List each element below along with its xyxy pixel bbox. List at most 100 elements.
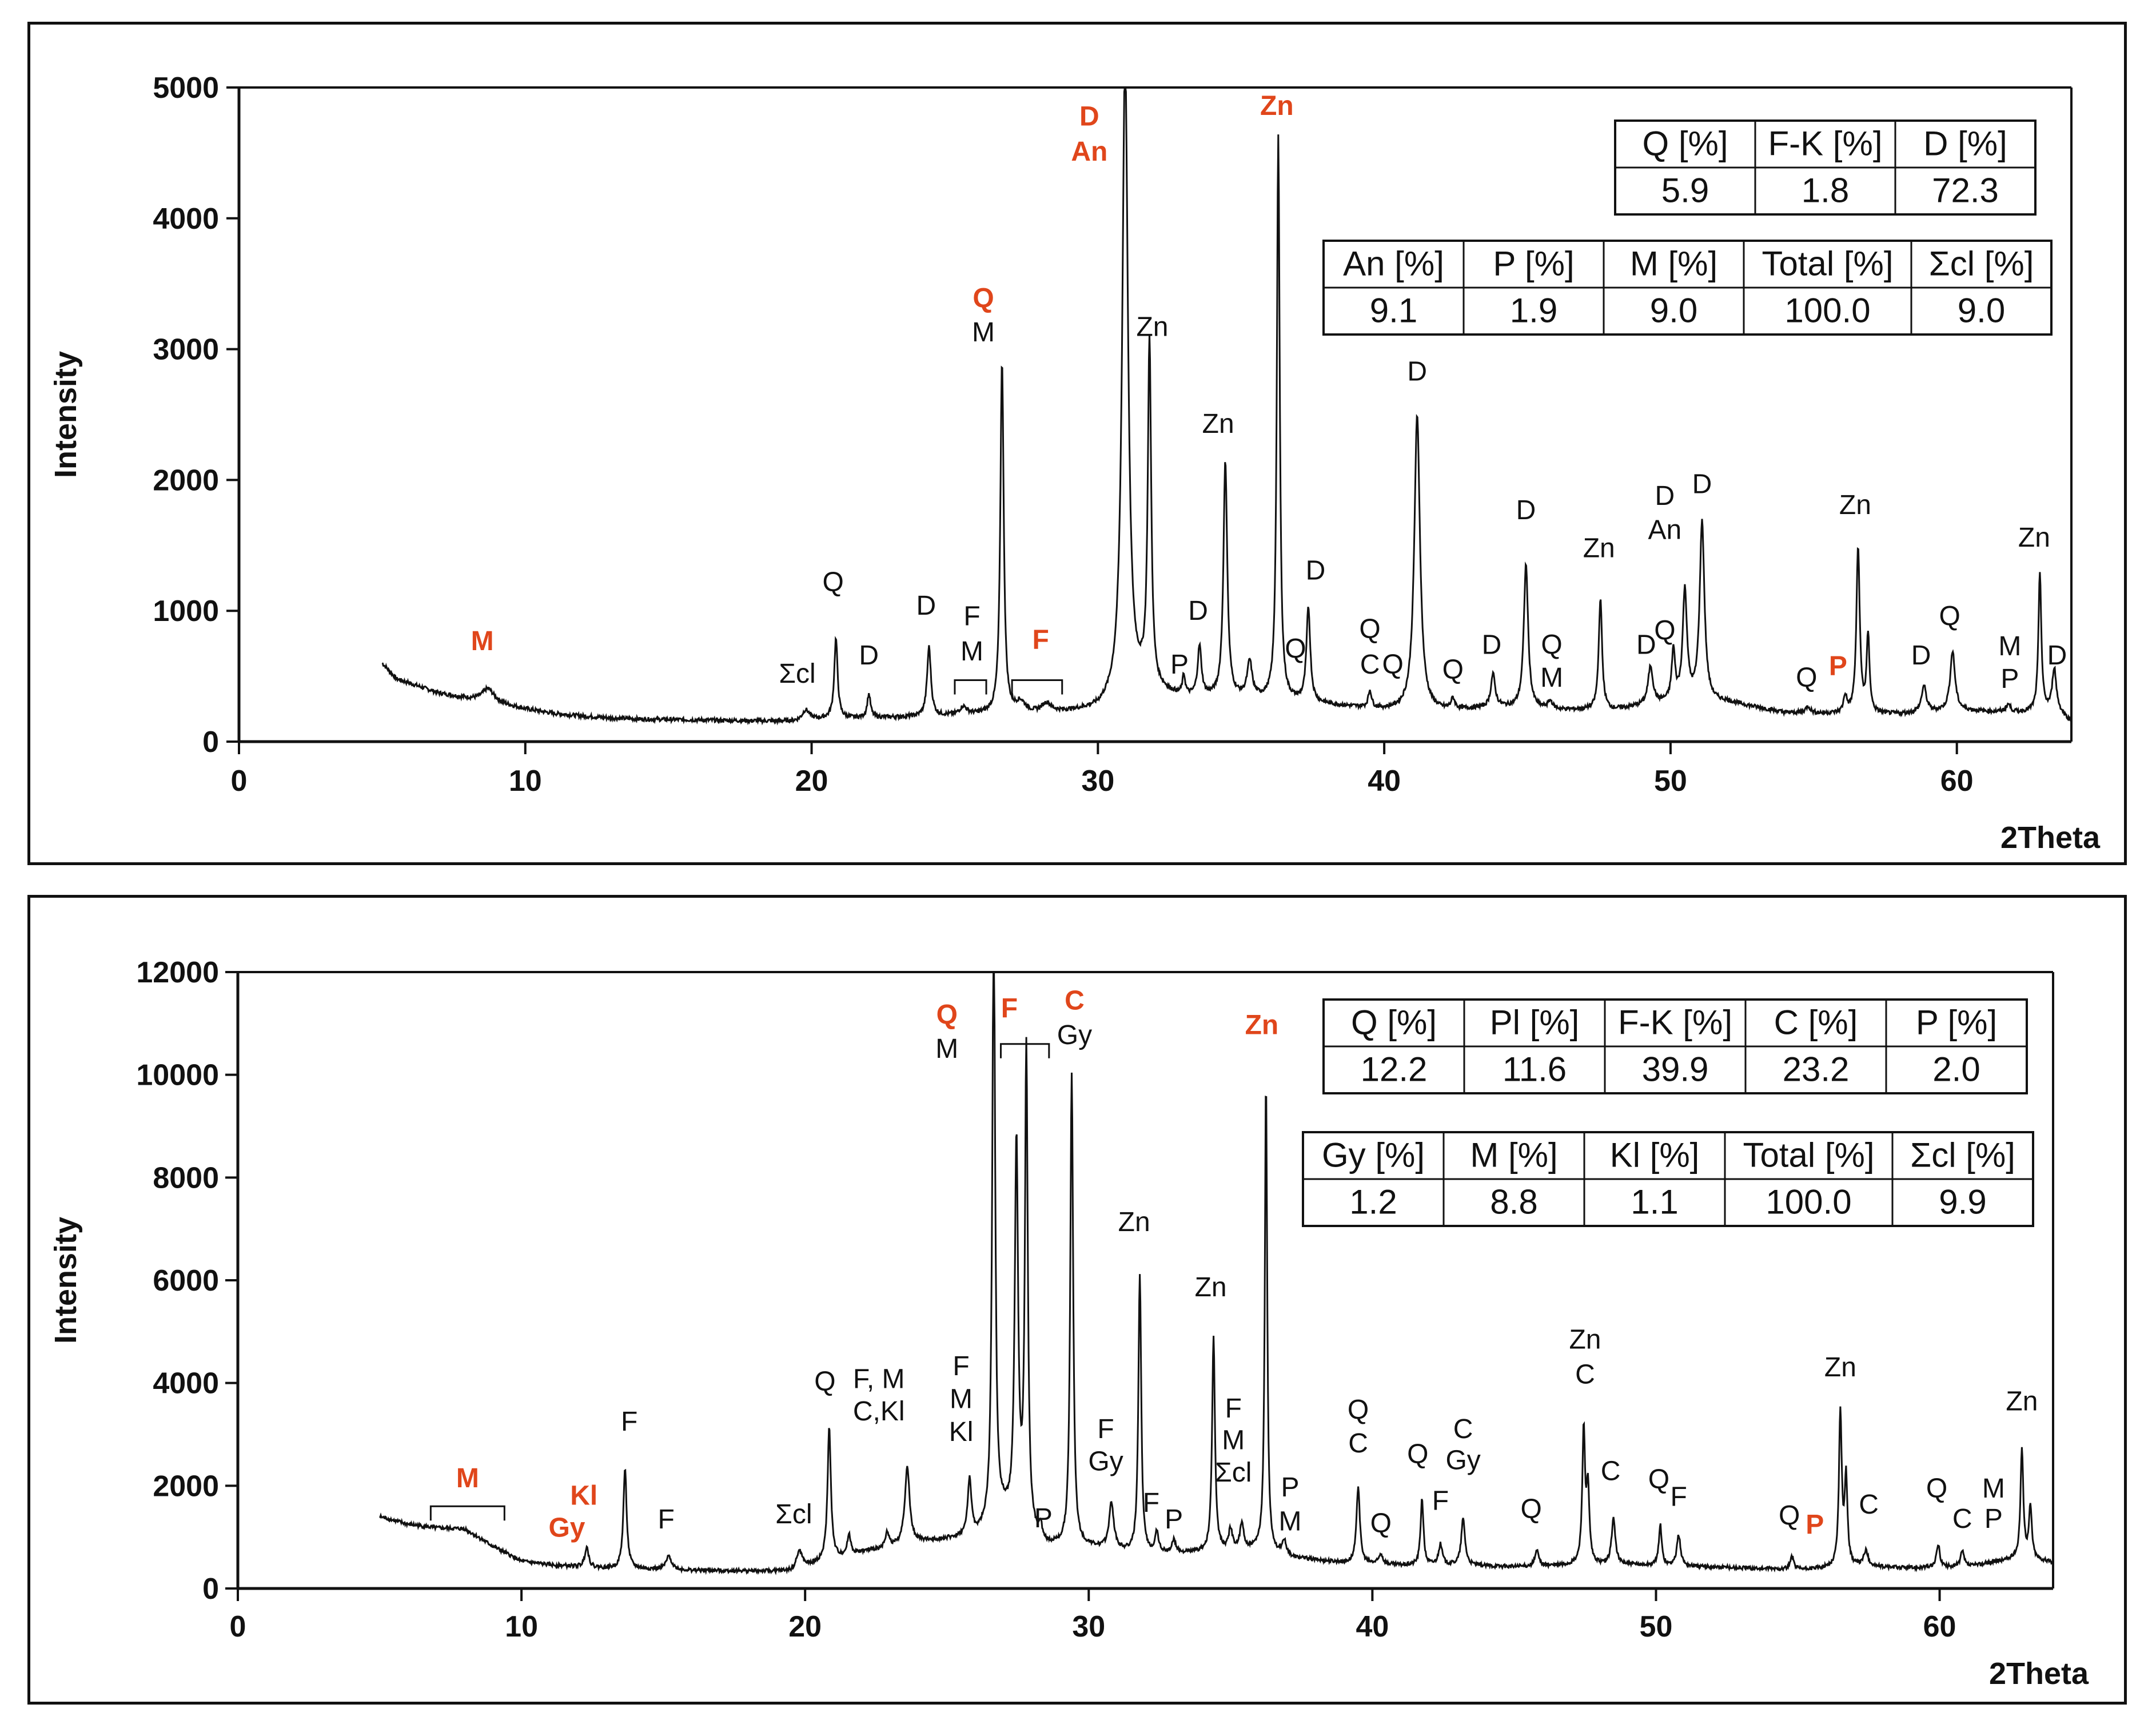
peak-range-bracket bbox=[999, 1043, 1050, 1058]
peak-label: Σcl bbox=[779, 659, 815, 689]
top-panel: 0 10 20 30 40 50 60 0 1000 2000 3000 4000 5000 Intens… bbox=[27, 22, 2127, 865]
peak-label: Kl bbox=[570, 1481, 597, 1511]
peak-label: D bbox=[1911, 640, 1931, 671]
table-header-cell: Gy [%] bbox=[1322, 1136, 1425, 1174]
table-value-cell: 1.1 bbox=[1631, 1183, 1678, 1221]
peak-label: P bbox=[1829, 651, 1847, 681]
peak-label: Q bbox=[1796, 663, 1817, 693]
y-tick-label: 1000 bbox=[153, 595, 219, 628]
table-header-cell: Pl [%] bbox=[1490, 1004, 1580, 1042]
y-axis-label: Intensity bbox=[49, 1217, 83, 1344]
table-header-cell: Q [%] bbox=[1642, 125, 1728, 163]
x-tick-label: 50 bbox=[1640, 1610, 1673, 1643]
table-value-cell: 8.8 bbox=[1490, 1183, 1537, 1221]
x-tick-label: 0 bbox=[230, 1610, 246, 1643]
peak-label: F bbox=[657, 1504, 674, 1535]
y-tick-label: 6000 bbox=[153, 1264, 219, 1297]
table-header-cell: F-K [%] bbox=[1618, 1004, 1732, 1042]
table-header-cell: Q [%] bbox=[1351, 1004, 1437, 1042]
y-tick-label: 3000 bbox=[153, 333, 219, 367]
peak-label: C bbox=[1952, 1504, 1972, 1534]
x-tick-label: 50 bbox=[1654, 765, 1687, 798]
peak-label: P bbox=[1281, 1472, 1300, 1503]
peak-label: D bbox=[859, 640, 879, 671]
table-header-cell: P [%] bbox=[1493, 245, 1574, 283]
peak-label: Zn bbox=[1569, 1324, 1601, 1355]
x-tick-label: 40 bbox=[1368, 765, 1401, 798]
peak-label: P bbox=[2000, 664, 2019, 694]
peak-label: Q bbox=[1382, 650, 1403, 680]
table-header-cell: P [%] bbox=[1916, 1004, 1997, 1042]
x-axis-label: 2Theta bbox=[2000, 821, 2101, 855]
peak-label: P bbox=[1034, 1503, 1053, 1534]
peak-label: Zn bbox=[2006, 1386, 2038, 1416]
peak-label: Zn bbox=[1839, 490, 1871, 520]
peak-label: M bbox=[935, 1034, 958, 1064]
peak-label: C bbox=[1601, 1456, 1621, 1486]
table-value-cell: 2.0 bbox=[1932, 1050, 1980, 1089]
peak-label: D bbox=[1516, 495, 1536, 525]
peak-label: F bbox=[1670, 1482, 1687, 1512]
y-tick-label: 8000 bbox=[153, 1161, 219, 1195]
x-tick-label: 0 bbox=[231, 765, 248, 798]
x-tick-label: 60 bbox=[1940, 765, 1974, 798]
table-value-cell: 9.0 bbox=[1650, 292, 1697, 330]
peak-label: M bbox=[471, 626, 494, 656]
diffraction-pattern-line bbox=[378, 971, 2054, 1575]
y-tick-label: 2000 bbox=[153, 464, 219, 497]
peak-label: M bbox=[1982, 1474, 2005, 1504]
x-tick-label: 10 bbox=[505, 1610, 538, 1643]
peak-label: F bbox=[1033, 625, 1049, 655]
peak-label: Zn bbox=[1118, 1207, 1150, 1237]
peak-label: Q bbox=[1359, 614, 1380, 644]
table-value-cell: 1.2 bbox=[1349, 1183, 1397, 1221]
x-tick-label: 30 bbox=[1081, 765, 1114, 798]
y-tick-label: 5000 bbox=[153, 71, 219, 105]
peak-label: F bbox=[621, 1407, 637, 1437]
y-tick-label: 12000 bbox=[136, 956, 219, 989]
peak-label: Gy bbox=[1088, 1446, 1123, 1476]
table-header-cell: Kl [%] bbox=[1610, 1136, 1700, 1174]
table-value-cell: 9.0 bbox=[1958, 292, 2005, 330]
y-tick-label: 4000 bbox=[153, 1367, 219, 1400]
table-header-cell: M [%] bbox=[1630, 245, 1717, 283]
x-tick-label: 20 bbox=[788, 1610, 822, 1643]
table-value-cell: 11.6 bbox=[1503, 1050, 1567, 1089]
diffraction-pattern-line bbox=[381, 86, 2072, 726]
x-tick-label: 60 bbox=[1923, 1610, 1956, 1643]
peak-label: D bbox=[1188, 596, 1208, 626]
table-value-cell: 72.3 bbox=[1932, 172, 1999, 210]
peak-label: F bbox=[1225, 1393, 1242, 1424]
table-value-cell: 100.0 bbox=[1766, 1183, 1851, 1221]
y-axis-label: Intensity bbox=[49, 351, 83, 478]
peak-label: Zn bbox=[1260, 91, 1294, 121]
peak-label: Q bbox=[814, 1367, 835, 1397]
peak-label: D bbox=[1079, 101, 1099, 132]
table-header-cell: M [%] bbox=[1470, 1136, 1557, 1174]
y-tick-label: 2000 bbox=[153, 1470, 219, 1503]
peak-label: Gy bbox=[548, 1512, 585, 1543]
peak-label: P bbox=[1170, 650, 1189, 680]
peak-label: C bbox=[1348, 1428, 1368, 1459]
y-tick-label: 4000 bbox=[153, 202, 219, 236]
table-value-cell: 1.8 bbox=[1802, 172, 1849, 210]
peak-label: P bbox=[1984, 1504, 2003, 1534]
y-tick-label: 0 bbox=[202, 726, 219, 759]
peak-label: D bbox=[1636, 630, 1656, 660]
peak-label: Zn bbox=[1583, 533, 1615, 563]
peak-label: M bbox=[456, 1463, 479, 1494]
peak-label: Q bbox=[1654, 616, 1675, 646]
peak-label: M bbox=[1279, 1506, 1302, 1536]
bottom-panel: 0 10 20 30 40 50 60 0 2000 4000 6000 8000 10000 12000… bbox=[27, 895, 2127, 1705]
peak-label: M bbox=[1222, 1426, 1245, 1456]
top-xrd-chart: 0 10 20 30 40 50 60 0 1000 2000 3000 4000 5000 Intens… bbox=[49, 71, 2101, 855]
x-tick-label: 40 bbox=[1356, 1610, 1389, 1643]
peak-label: Σcl bbox=[775, 1499, 812, 1530]
table-header-cell: C [%] bbox=[1774, 1004, 1858, 1042]
peak-label: F bbox=[1143, 1488, 1159, 1518]
peak-label: F bbox=[1432, 1486, 1449, 1516]
peak-label: F, M bbox=[853, 1364, 905, 1395]
x-tick-label: 20 bbox=[795, 765, 828, 798]
x-axis-label: 2Theta bbox=[1989, 1657, 2089, 1691]
peak-label: Q bbox=[822, 567, 843, 598]
